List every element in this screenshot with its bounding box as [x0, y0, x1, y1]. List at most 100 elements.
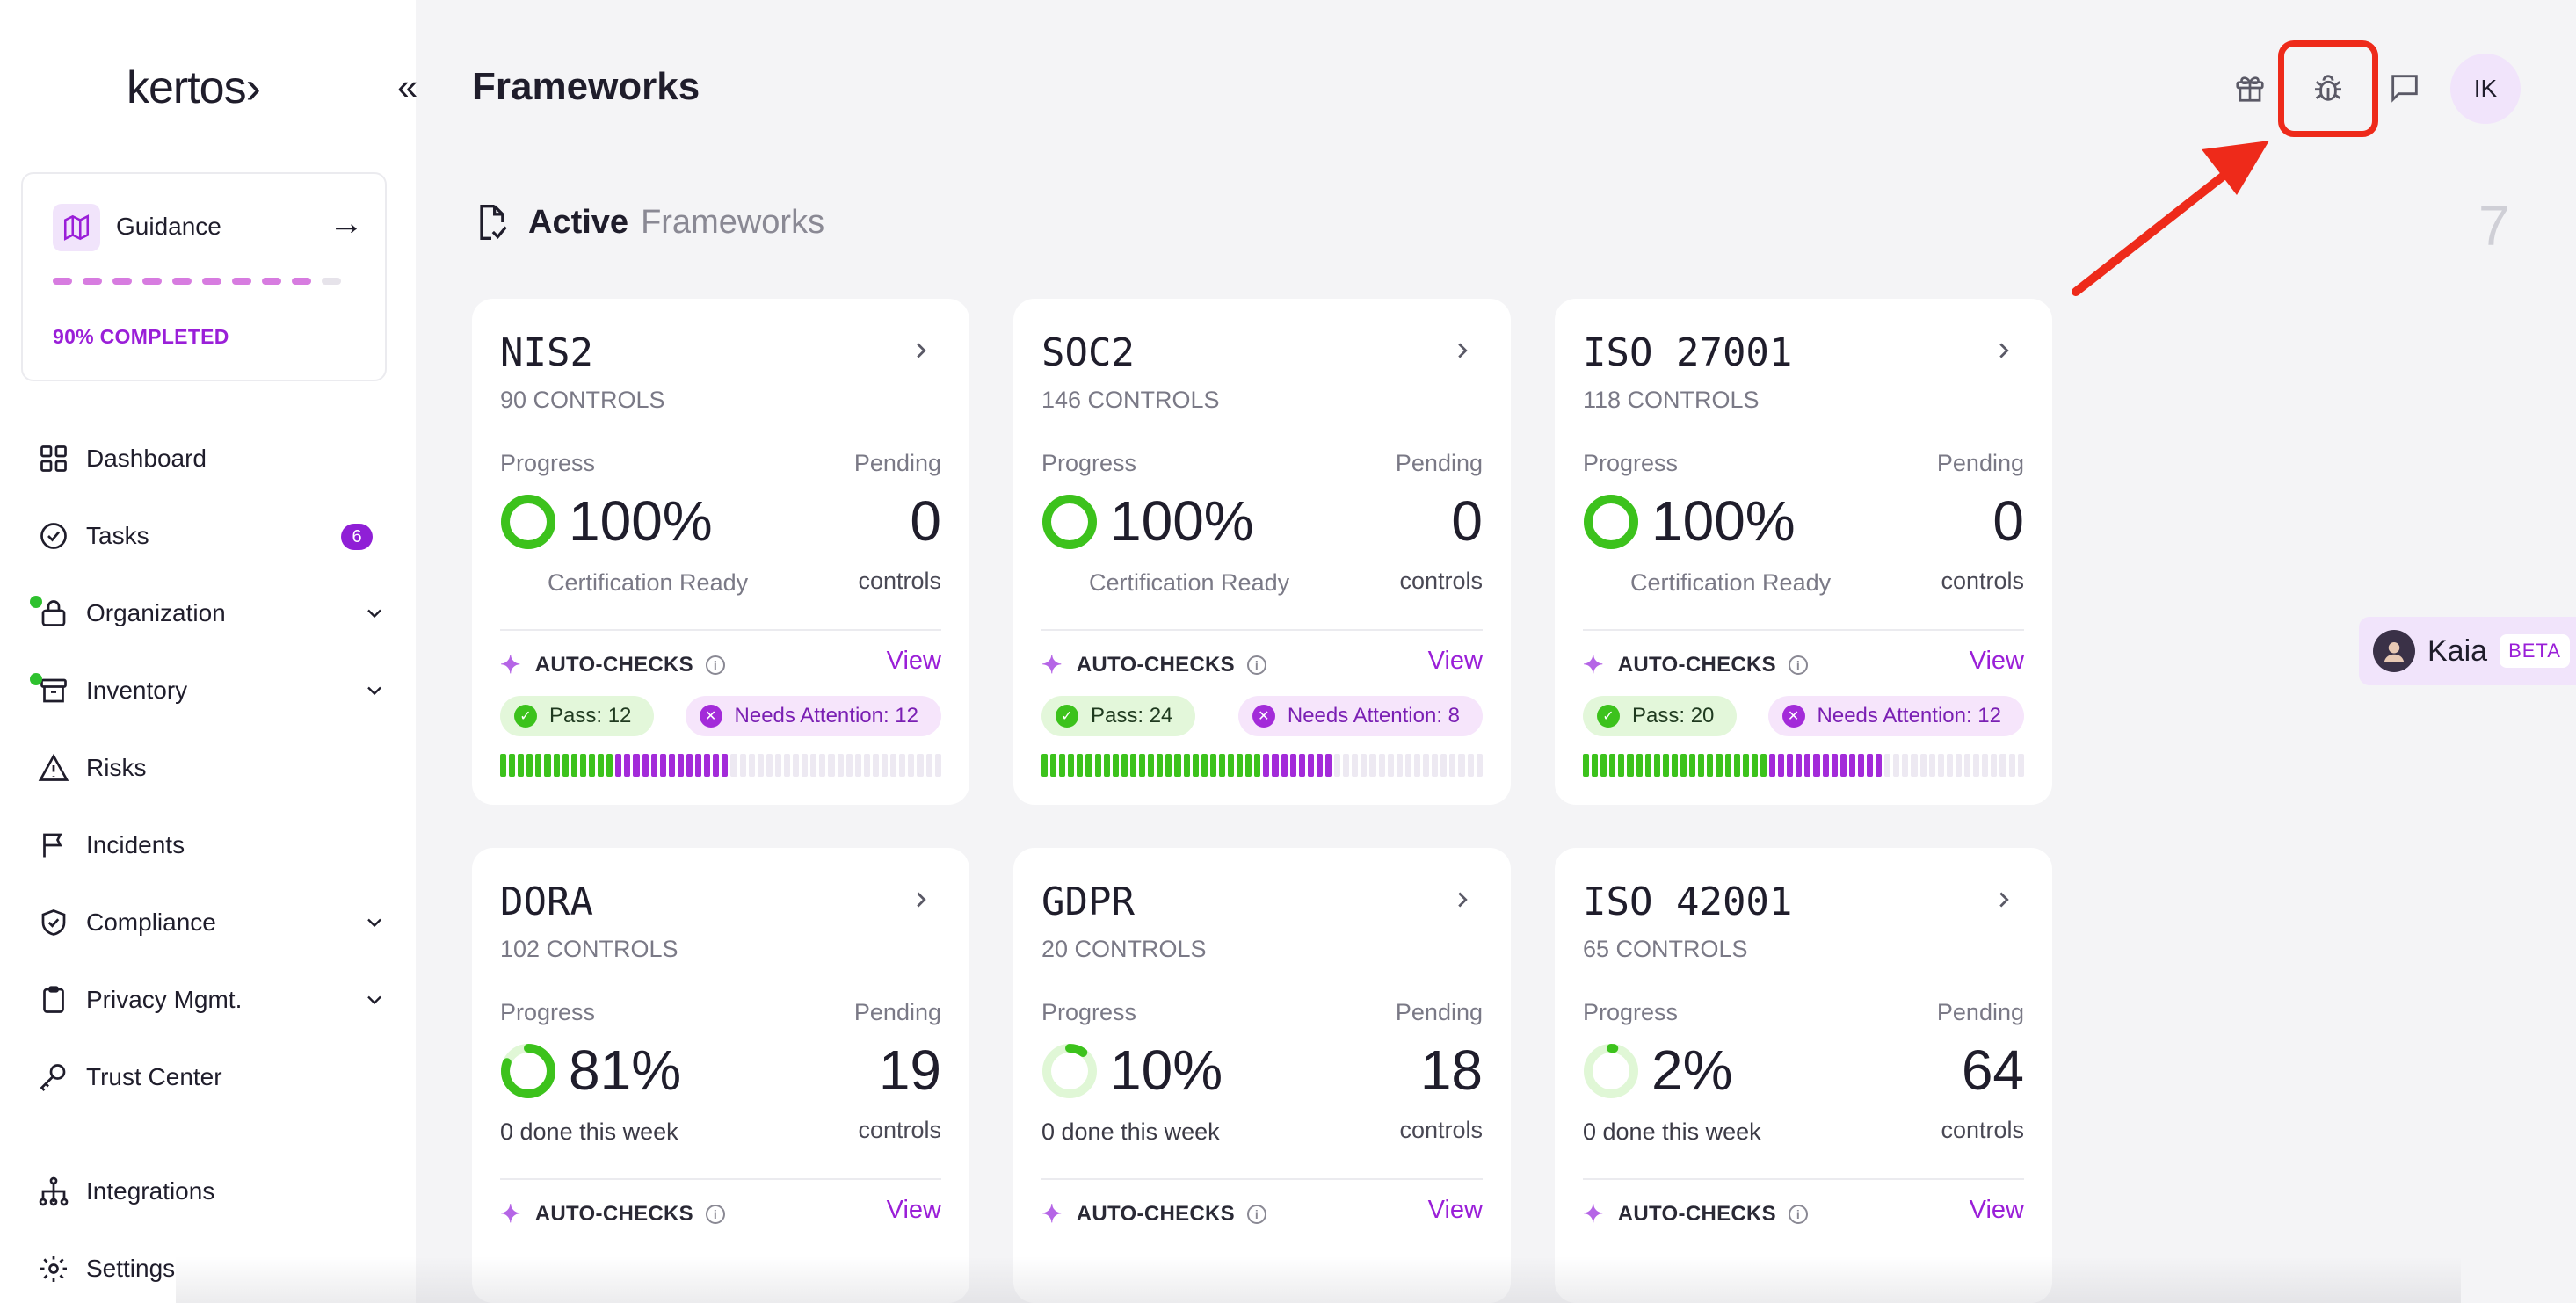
sidebar-item-dashboard[interactable]: Dashboard: [35, 420, 387, 497]
auto-check-tick: [544, 754, 551, 777]
sidebar-item-tasks[interactable]: Tasks 6: [35, 497, 387, 575]
auto-check-tick: [1361, 754, 1368, 777]
progress-percent: 100%: [1110, 489, 1254, 553]
chevron-right-icon[interactable]: [1991, 337, 2017, 368]
needs-attention-pill[interactable]: ✕ Needs Attention: 8: [1237, 696, 1483, 736]
auto-check-tick: [1467, 754, 1474, 777]
auto-check-tick: [650, 754, 657, 777]
sidebar-item-incidents[interactable]: Incidents: [35, 807, 387, 884]
info-icon[interactable]: i: [1246, 655, 1266, 675]
pass-pill[interactable]: ✓ Pass: 20: [1583, 696, 1738, 736]
auto-check-tick: [1689, 754, 1696, 777]
warning-icon: [35, 749, 72, 786]
chevron-down-icon[interactable]: [362, 988, 387, 1017]
auto-check-tick: [1245, 754, 1252, 777]
sidebar-item-privacy[interactable]: Privacy Mgmt.: [35, 961, 387, 1039]
status-dot: [30, 596, 42, 608]
pass-pill[interactable]: ✓ Pass: 24: [1041, 696, 1196, 736]
gift-icon[interactable]: [2229, 67, 2271, 109]
framework-card[interactable]: NIS2 90 CONTROLS Progress Pending 100% 0…: [472, 299, 969, 805]
pass-text: Pass: 20: [1632, 704, 1715, 728]
sidebar-item-settings[interactable]: Settings: [35, 1230, 387, 1303]
chevron-right-icon[interactable]: [1449, 337, 1476, 368]
progress-label: Progress: [1583, 450, 1679, 476]
auto-check-tick: [819, 754, 826, 777]
auto-check-tick: [1307, 754, 1314, 777]
chevron-down-icon[interactable]: [362, 910, 387, 939]
framework-card[interactable]: SOC2 146 CONTROLS Progress Pending 100% …: [1013, 299, 1511, 805]
arrow-right-icon[interactable]: →: [329, 204, 364, 243]
auto-check-tick: [845, 754, 853, 777]
framework-card[interactable]: ISO 42001 65 CONTROLS Progress Pending 2…: [1555, 848, 2052, 1303]
auto-check-tick: [1698, 754, 1705, 777]
info-icon[interactable]: i: [1788, 655, 1808, 675]
pass-pill[interactable]: ✓ Pass: 12: [500, 696, 655, 736]
chevron-down-icon[interactable]: [362, 601, 387, 630]
pending-count: 0: [910, 489, 941, 553]
guidance-card[interactable]: Guidance → 90% COMPLETED: [21, 172, 387, 381]
view-link[interactable]: View: [1969, 1196, 2024, 1224]
view-link[interactable]: View: [1427, 647, 1483, 675]
framework-controls-count: 118 CONTROLS: [1583, 387, 1760, 413]
info-icon[interactable]: i: [705, 1204, 725, 1224]
auto-check-tick: [1592, 754, 1599, 777]
auto-checks-label: ✦ AUTO-CHECKS i: [500, 1199, 725, 1228]
status-dot: [30, 673, 42, 685]
pending-label: Pending: [853, 999, 941, 1025]
view-link[interactable]: View: [886, 1196, 941, 1224]
auto-check-tick: [677, 754, 684, 777]
chevron-right-icon[interactable]: [908, 337, 934, 368]
auto-check-tick: [890, 754, 897, 777]
auto-check-tick: [730, 754, 737, 777]
info-icon[interactable]: i: [1788, 1204, 1808, 1224]
kaia-assistant-button[interactable]: Kaia BETA: [2359, 617, 2576, 685]
section-title-bold: Active: [528, 203, 629, 241]
framework-card[interactable]: DORA 102 CONTROLS Progress Pending 81% 1…: [472, 848, 969, 1303]
sidebar-item-organization[interactable]: Organization: [30, 575, 387, 652]
sidebar-item-inventory[interactable]: Inventory: [30, 652, 387, 729]
x-icon: ✕: [699, 705, 722, 728]
auto-check-tick: [757, 754, 764, 777]
auto-check-tick: [1964, 754, 1971, 777]
auto-check-tick: [659, 754, 666, 777]
info-icon[interactable]: i: [705, 655, 725, 675]
pending-unit: controls: [1399, 568, 1483, 594]
document-check-icon: [480, 205, 507, 240]
framework-card[interactable]: ISO 27001 118 CONTROLS Progress Pending …: [1555, 299, 2052, 805]
auto-check-tick: [1077, 754, 1084, 777]
auto-check-tick: [1876, 754, 1883, 777]
auto-check-tick: [1139, 754, 1146, 777]
progress-subtitle: Certification Ready: [1089, 569, 1290, 596]
chevron-right-icon[interactable]: [1991, 887, 2017, 917]
needs-attention-pill[interactable]: ✕ Needs Attention: 12: [685, 696, 941, 736]
chat-icon[interactable]: [2384, 67, 2426, 109]
needs-attention-pill[interactable]: ✕ Needs Attention: 12: [1767, 696, 2024, 736]
chevron-right-icon[interactable]: [1449, 887, 1476, 917]
sidebar-item-risks[interactable]: Risks: [35, 729, 387, 807]
auto-checks-text: AUTO-CHECKS: [534, 1201, 693, 1226]
view-link[interactable]: View: [1427, 1196, 1483, 1224]
pending-unit: controls: [858, 568, 941, 594]
auto-checks-label: ✦ AUTO-CHECKS i: [1583, 1199, 1808, 1228]
chevron-right-icon[interactable]: [908, 887, 934, 917]
avatar[interactable]: IK: [2450, 54, 2521, 124]
app-logo[interactable]: kertos›: [127, 62, 261, 113]
view-link[interactable]: View: [886, 647, 941, 675]
view-link[interactable]: View: [1969, 647, 2024, 675]
framework-card[interactable]: GDPR 20 CONTROLS Progress Pending 10% 18…: [1013, 848, 1511, 1303]
sidebar-item-integrations[interactable]: Integrations: [35, 1153, 387, 1230]
bug-icon[interactable]: [2307, 67, 2349, 109]
sidebar-item-label: Inventory: [86, 677, 188, 704]
auto-check-tick: [1946, 754, 1953, 777]
chevron-down-icon[interactable]: [362, 678, 387, 707]
pending-unit: controls: [1941, 568, 2024, 594]
info-icon[interactable]: i: [1246, 1204, 1266, 1224]
pass-text: Pass: 12: [549, 704, 632, 728]
sidebar-item-compliance[interactable]: Compliance: [35, 884, 387, 961]
auto-check-tick: [1857, 754, 1864, 777]
auto-check-tick: [1751, 754, 1758, 777]
sidebar-item-trust-center[interactable]: Trust Center: [35, 1039, 387, 1116]
collapse-sidebar-icon[interactable]: «: [397, 66, 418, 107]
auto-check-tick: [1183, 754, 1190, 777]
